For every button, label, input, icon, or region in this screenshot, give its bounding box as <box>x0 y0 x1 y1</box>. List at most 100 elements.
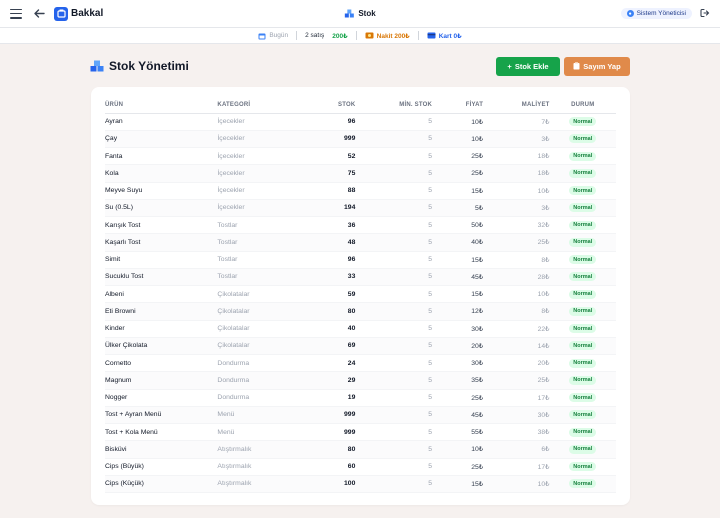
cell-status: Normal <box>549 113 616 131</box>
cell-product-name: Cips (Küçük) <box>105 475 218 494</box>
menu-icon[interactable] <box>10 8 22 19</box>
col-price[interactable]: FİYAT <box>432 97 484 114</box>
cell-min-stock: 5 <box>355 182 432 200</box>
cell-price: 12₺ <box>432 302 484 321</box>
table-row[interactable]: Ayran İçecekler 96 5 10₺ 7₺ Normal <box>105 113 616 131</box>
cell-stock-qty: 36 <box>314 216 356 235</box>
table-row[interactable]: Tost + Ayran Menü Menü 999 5 45₺ 30₺ Normal <box>105 406 616 425</box>
cell-price: 10₺ <box>432 440 484 459</box>
cell-status: Normal <box>549 389 616 407</box>
cell-product-name: Cips (Büyük) <box>105 458 218 476</box>
cell-stock-qty: 100 <box>314 475 356 494</box>
cell-price: 15₺ <box>432 285 484 304</box>
table-row[interactable]: Cornetto Dondurma 24 5 30₺ 20₺ Normal <box>105 354 616 373</box>
status-badge: Normal <box>569 134 597 144</box>
cell-min-stock: 5 <box>355 389 432 407</box>
back-arrow-icon[interactable] <box>34 8 46 20</box>
cell-price: 10₺ <box>432 113 484 131</box>
table-row[interactable]: Nogger Dondurma 19 5 25₺ 17₺ Normal <box>105 389 616 407</box>
stock-count-label: Sayım Yap <box>583 61 621 71</box>
table-row[interactable]: Fanta İçecekler 52 5 25₺ 18₺ Normal <box>105 147 616 166</box>
col-category[interactable]: KATEGORİ <box>217 97 315 114</box>
card-stat: Kart 0₺ <box>427 32 462 40</box>
cell-cost: 30₺ <box>483 406 550 425</box>
cell-cost: 25₺ <box>483 371 550 390</box>
table-row[interactable]: Çay İçecekler 999 5 10₺ 3₺ Normal <box>105 130 616 149</box>
cash-total: Nakit 200₺ <box>376 32 410 40</box>
status-badge: Normal <box>569 255 597 265</box>
logout-icon[interactable] <box>700 8 710 20</box>
cell-cost: 17₺ <box>483 389 550 407</box>
table-row[interactable]: Magnum Dondurma 29 5 35₺ 25₺ Normal <box>105 371 616 390</box>
section-title: Stok <box>358 9 376 18</box>
col-product[interactable]: ÜRÜN <box>105 97 218 114</box>
col-stock[interactable]: STOK <box>314 97 356 114</box>
cell-min-stock: 5 <box>355 216 432 235</box>
status-badge: Normal <box>569 341 597 351</box>
table-row[interactable]: Meyve Suyu İçecekler 88 5 15₺ 10₺ Normal <box>105 182 616 200</box>
cell-stock-qty: 69 <box>314 337 356 356</box>
table-row[interactable]: Kaşarlı Tost Tostlar 48 5 40₺ 25₺ Normal <box>105 233 616 252</box>
cell-min-stock: 5 <box>355 337 432 356</box>
cell-min-stock: 5 <box>355 302 432 321</box>
col-min-stock[interactable]: MİN. STOK <box>355 97 432 114</box>
status-badge: Normal <box>569 393 597 403</box>
cell-price: 45₺ <box>432 406 484 425</box>
cell-category: Atıştırmalık <box>217 458 315 476</box>
table-row[interactable]: Su (0.5L) İçecekler 194 5 5₺ 3₺ Normal <box>105 199 616 218</box>
stock-table-card: ÜRÜN KATEGORİ STOK MİN. STOK FİYAT MALİY… <box>91 87 630 505</box>
table-row[interactable]: Kinder Çikolatalar 40 5 30₺ 22₺ Normal <box>105 320 616 338</box>
stock-count-button[interactable]: Sayım Yap <box>564 56 630 76</box>
table-row[interactable]: Tost + Kola Menü Menü 999 5 55₺ 38₺ Normal <box>105 423 616 442</box>
table-row[interactable]: Albeni Çikolatalar 59 5 15₺ 10₺ Normal <box>105 285 616 304</box>
col-cost[interactable]: MALİYET <box>483 97 550 114</box>
cell-stock-qty: 999 <box>314 130 356 149</box>
cell-stock-qty: 75 <box>314 164 356 183</box>
table-row[interactable]: Ülker Çikolata Çikolatalar 69 5 20₺ 14₺ Normal <box>105 337 616 356</box>
cell-category: Menü <box>217 423 315 442</box>
cell-category: İçecekler <box>217 147 315 166</box>
cell-min-stock: 5 <box>355 440 432 459</box>
current-section: Stok <box>344 9 376 18</box>
cell-status: Normal <box>549 199 616 218</box>
cell-product-name: Fanta <box>105 147 218 166</box>
cell-min-stock: 5 <box>355 371 432 390</box>
cell-category: Çikolatalar <box>217 337 315 356</box>
cash-stat: Nakit 200₺ <box>365 32 410 40</box>
cell-cost: 7₺ <box>483 113 550 131</box>
cell-cost: 17₺ <box>483 458 550 476</box>
table-row[interactable]: Bisküvi Atıştırmalık 80 5 10₺ 6₺ Normal <box>105 440 616 459</box>
cell-category: Çikolatalar <box>217 302 315 321</box>
table-row[interactable]: Cips (Küçük) Atıştırmalık 100 5 15₺ 10₺ Normal <box>105 475 616 494</box>
brand[interactable]: Bakkal <box>54 6 103 21</box>
table-row[interactable]: Sucuklu Tost Tostlar 33 5 45₺ 28₺ Normal <box>105 268 616 287</box>
credit-card-icon <box>427 32 436 39</box>
table-row[interactable]: Eti Browni Çikolatalar 80 5 12₺ 8₺ Normal <box>105 302 616 321</box>
cell-min-stock: 5 <box>355 199 432 218</box>
cell-price: 20₺ <box>432 337 484 356</box>
cell-category: İçecekler <box>217 130 315 149</box>
cell-status: Normal <box>549 182 616 200</box>
table-row[interactable]: Kola İçecekler 75 5 25₺ 18₺ Normal <box>105 164 616 183</box>
add-stock-button[interactable]: + Stok Ekle <box>496 56 560 76</box>
cell-min-stock: 5 <box>355 147 432 166</box>
table-row[interactable]: Cips (Büyük) Atıştırmalık 60 5 25₺ 17₺ Normal <box>105 458 616 476</box>
col-status[interactable]: DURUM <box>549 97 616 114</box>
cell-status: Normal <box>549 440 616 459</box>
cell-product-name: Tost + Ayran Menü <box>105 406 218 425</box>
table-row[interactable]: Simit Tostlar 96 5 15₺ 8₺ Normal <box>105 251 616 269</box>
user-badge[interactable]: ● Sistem Yöneticisi <box>620 8 692 19</box>
cell-stock-qty: 80 <box>314 302 356 321</box>
store-logo-icon <box>54 6 68 21</box>
cell-cost: 8₺ <box>483 302 550 321</box>
cell-price: 25₺ <box>432 164 484 183</box>
cell-min-stock: 5 <box>355 233 432 252</box>
cell-price: 15₺ <box>432 475 484 494</box>
cell-product-name: Karışık Tost <box>105 216 218 235</box>
cell-cost: 22₺ <box>483 320 550 338</box>
status-badge: Normal <box>569 358 597 368</box>
cell-cost: 8₺ <box>483 251 550 269</box>
cell-stock-qty: 24 <box>314 354 356 373</box>
cell-status: Normal <box>549 320 616 338</box>
table-row[interactable]: Karışık Tost Tostlar 36 5 50₺ 32₺ Normal <box>105 216 616 235</box>
